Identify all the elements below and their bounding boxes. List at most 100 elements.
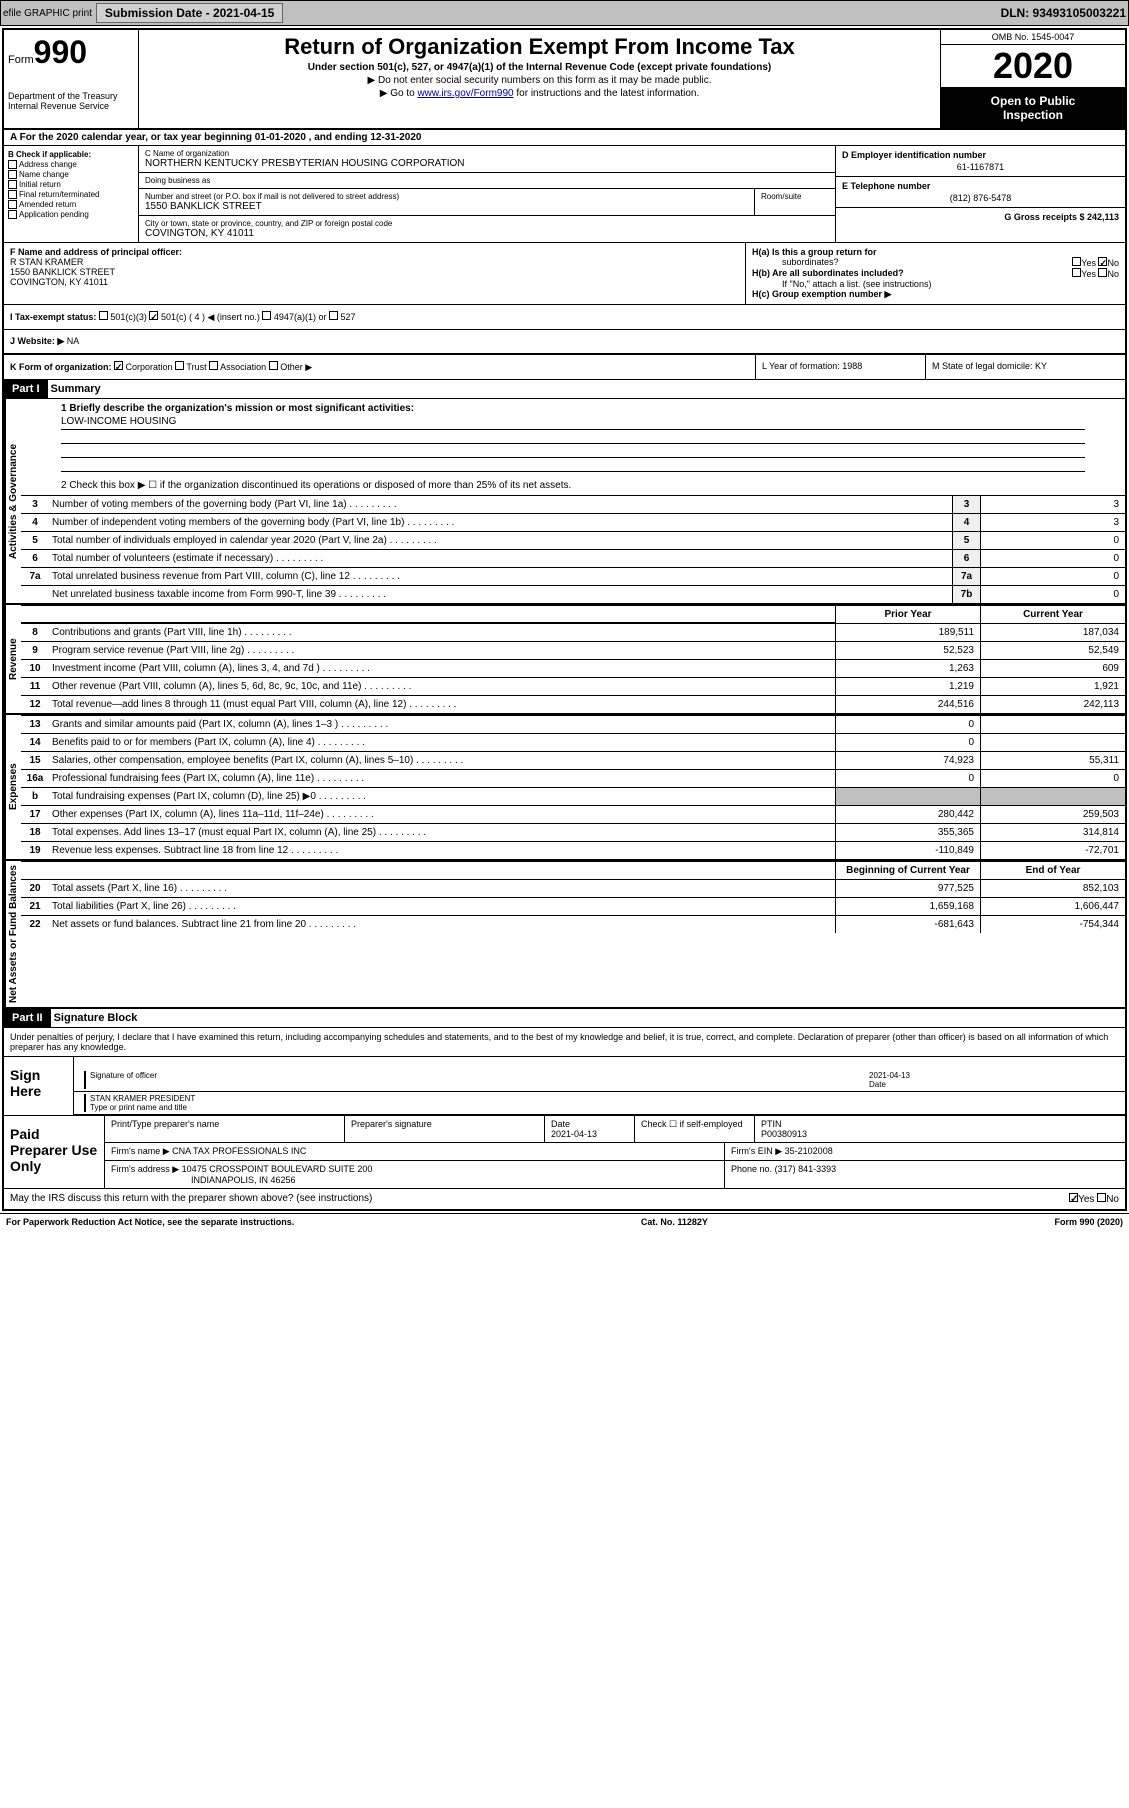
firm-city: INDIANAPOLIS, IN 46256 [111, 1175, 296, 1185]
addr-change-checkbox[interactable] [8, 160, 17, 169]
form-org-type: K Form of organization: ✓ Corporation Tr… [4, 355, 755, 379]
preparer-section: Paid Preparer Use Only Print/Type prepar… [4, 1116, 1125, 1188]
trust-checkbox[interactable] [175, 361, 184, 370]
check-self-employed: Check ☐ if self-employed [635, 1116, 755, 1142]
row-klm: K Form of organization: ✓ Corporation Tr… [4, 355, 1125, 380]
discuss-yes-checkbox[interactable]: ✓ [1069, 1193, 1078, 1202]
part1-header: Part I [4, 380, 48, 398]
sign-here-row: Sign Here Signature of officer 2021-04-1… [4, 1057, 1125, 1116]
tax-year: 2020 [941, 45, 1125, 88]
section-a: A For the 2020 calendar year, or tax yea… [4, 130, 1125, 146]
data-row: 20Total assets (Part X, line 16)977,5258… [21, 879, 1125, 897]
app-pending-checkbox[interactable] [8, 210, 17, 219]
sig-date-value: 2021-04-13 [869, 1071, 1119, 1080]
efile-label: efile GRAPHIC print [3, 8, 92, 19]
sig-officer-label: Signature of officer [90, 1071, 869, 1080]
street-address: 1550 BANKLICK STREET [145, 201, 748, 212]
revenue-header-row: Prior Year Current Year [21, 605, 1125, 623]
header-right: OMB No. 1545-0047 2020 Open to Public In… [940, 30, 1125, 128]
net-header-row: Beginning of Current Year End of Year [21, 861, 1125, 879]
4947-checkbox[interactable] [262, 311, 271, 320]
501c3-checkbox[interactable] [99, 311, 108, 320]
group-return-section: H(a) Is this a group return for subordin… [745, 243, 1125, 304]
row-b: B Check if applicable: Address change Na… [4, 146, 1125, 243]
discuss-no-checkbox[interactable] [1097, 1193, 1106, 1202]
data-row: 5Total number of individuals employed in… [21, 531, 1125, 549]
page-footer: For Paperwork Reduction Act Notice, see … [0, 1213, 1129, 1230]
amended-checkbox[interactable] [8, 200, 17, 209]
name-change-checkbox[interactable] [8, 170, 17, 179]
part1-header-row: Part I Summary [4, 380, 1125, 399]
q2-text: 2 Check this box ▶ ☐ if the organization… [21, 476, 1125, 495]
discuss-label: May the IRS discuss this return with the… [10, 1193, 372, 1205]
right-info-column: D Employer identification number 61-1167… [835, 146, 1125, 242]
submission-date-button[interactable]: Submission Date - 2021-04-15 [96, 3, 283, 23]
data-row: 22Net assets or fund balances. Subtract … [21, 915, 1125, 933]
row-fgh: F Name and address of principal officer:… [4, 243, 1125, 305]
data-row: 6Total number of volunteers (estimate if… [21, 549, 1125, 567]
footer-left: For Paperwork Reduction Act Notice, see … [6, 1217, 294, 1227]
ha-yes-checkbox[interactable] [1072, 257, 1081, 266]
final-return-checkbox[interactable] [8, 190, 17, 199]
501c-checkbox[interactable]: ✓ [149, 311, 158, 320]
data-row: 10Investment income (Part VIII, column (… [21, 659, 1125, 677]
part2-title: Signature Block [51, 1009, 141, 1027]
open-public-badge: Open to Public Inspection [941, 88, 1125, 128]
data-row: 14Benefits paid to or for members (Part … [21, 733, 1125, 751]
sign-here-label: Sign Here [4, 1057, 74, 1115]
data-row: 19Revenue less expenses. Subtract line 1… [21, 841, 1125, 859]
data-row: bTotal fundraising expenses (Part IX, co… [21, 787, 1125, 805]
instruction-2: ▶ Go to www.irs.gov/Form990 for instruct… [143, 88, 936, 99]
gross-receipts: G Gross receipts $ 242,113 [842, 212, 1119, 222]
form-990-container: Form990 Department of the Treasury Inter… [2, 28, 1127, 1211]
tax-exempt-row: I Tax-exempt status: 501(c)(3) ✓ 501(c) … [4, 305, 1125, 330]
data-row: 8Contributions and grants (Part VIII, li… [21, 623, 1125, 641]
data-row: 17Other expenses (Part IX, column (A), l… [21, 805, 1125, 823]
revenue-section: Revenue Prior Year Current Year 8Contrib… [4, 605, 1125, 715]
expenses-label: Expenses [4, 715, 21, 859]
end-year-header: End of Year [980, 862, 1125, 879]
firm-phone-label: Phone no. [731, 1164, 772, 1174]
data-row: 12Total revenue—add lines 8 through 11 (… [21, 695, 1125, 713]
assoc-checkbox[interactable] [209, 361, 218, 370]
officer-name: STAN KRAMER PRESIDENT [90, 1094, 1119, 1103]
data-row: 4Number of independent voting members of… [21, 513, 1125, 531]
expenses-section: Expenses 13Grants and similar amounts pa… [4, 715, 1125, 861]
state-domicile: M State of legal domicile: KY [925, 355, 1125, 379]
data-row: 11Other revenue (Part VIII, column (A), … [21, 677, 1125, 695]
form-990-label: Form990 [8, 34, 134, 71]
irs-label: Internal Revenue Service [8, 101, 134, 111]
paid-preparer-label: Paid Preparer Use Only [4, 1116, 104, 1188]
header-left: Form990 Department of the Treasury Inter… [4, 30, 139, 128]
revenue-label: Revenue [4, 605, 21, 713]
data-row: 15Salaries, other compensation, employee… [21, 751, 1125, 769]
ptin-value: P00380913 [761, 1129, 1119, 1139]
form-subtitle: Under section 501(c), 527, or 4947(a)(1)… [143, 62, 936, 73]
other-checkbox[interactable] [269, 361, 278, 370]
irs-link[interactable]: www.irs.gov/Form990 [417, 88, 513, 99]
net-assets-label: Net Assets or Fund Balances [4, 861, 21, 1007]
firm-ein-label: Firm's EIN ▶ [731, 1146, 782, 1156]
part1-title: Summary [48, 380, 104, 398]
firm-name-label: Firm's name ▶ [111, 1146, 170, 1156]
org-info-column: C Name of organization NORTHERN KENTUCKY… [139, 146, 835, 242]
hb-yes-checkbox[interactable] [1072, 268, 1081, 277]
addr-label: Number and street (or P.O. box if mail i… [145, 192, 748, 201]
corp-checkbox[interactable]: ✓ [114, 361, 123, 370]
ein-value: 61-1167871 [842, 162, 1119, 172]
prep-name-label: Print/Type preparer's name [111, 1119, 338, 1129]
mission-text: LOW-INCOME HOUSING [61, 414, 1085, 430]
type-label: Type or print name and title [90, 1103, 1119, 1112]
discuss-row: May the IRS discuss this return with the… [4, 1188, 1125, 1209]
initial-return-checkbox[interactable] [8, 180, 17, 189]
instruction-1: ▶ Do not enter social security numbers o… [143, 75, 936, 86]
dln-label: DLN: 93493105003221 [1001, 6, 1126, 20]
activities-label: Activities & Governance [4, 399, 21, 603]
part2-header-row: Part II Signature Block [4, 1009, 1125, 1028]
527-checkbox[interactable] [329, 311, 338, 320]
room-suite-label: Room/suite [755, 189, 835, 215]
dba-label: Doing business as [145, 176, 829, 185]
data-row: 7aTotal unrelated business revenue from … [21, 567, 1125, 585]
org-name-label: C Name of organization [145, 149, 829, 158]
header-center: Return of Organization Exempt From Incom… [139, 30, 940, 128]
